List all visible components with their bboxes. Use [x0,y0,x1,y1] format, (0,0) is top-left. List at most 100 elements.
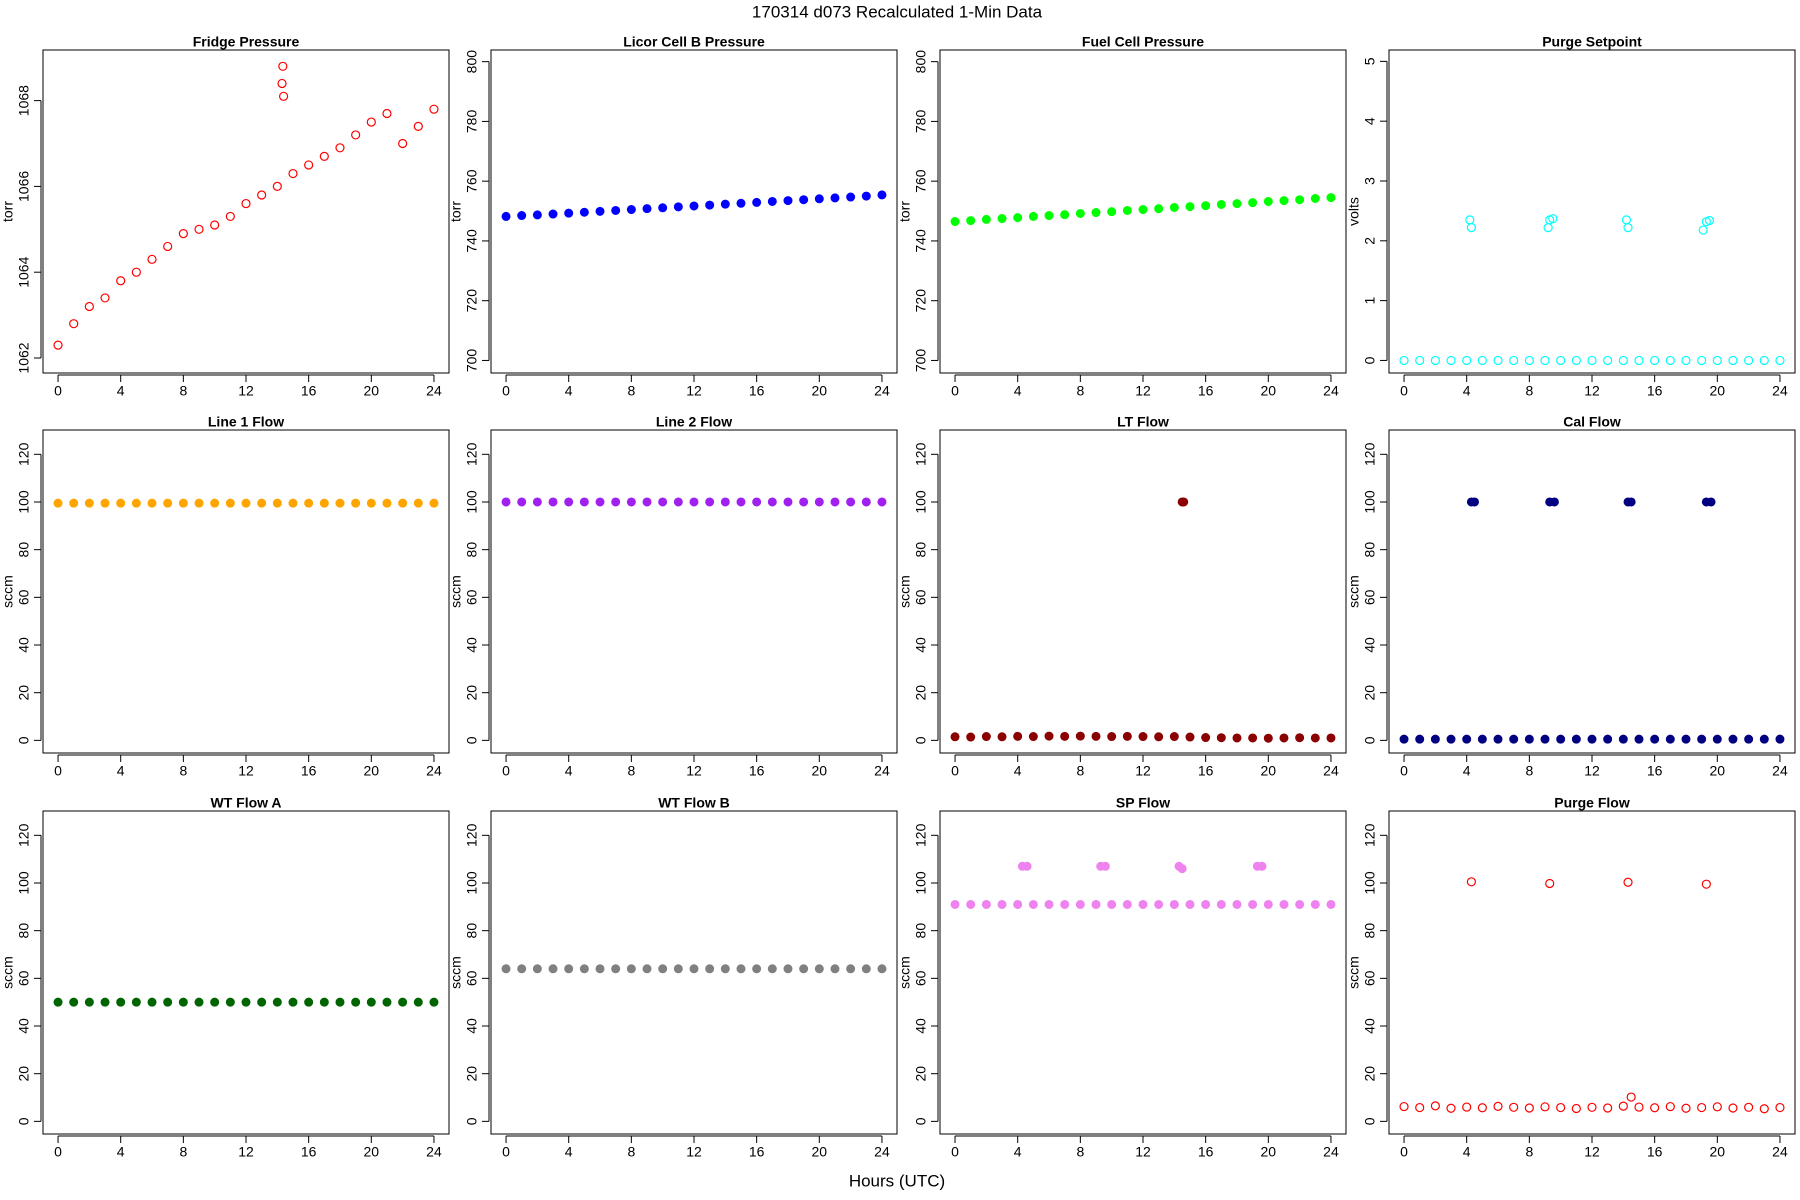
point [1493,355,1503,366]
point [351,997,361,1007]
point [830,497,840,507]
point [611,205,621,215]
point [1263,196,1273,206]
point [1462,734,1472,744]
y-tick-label: 0 [16,736,32,744]
point [304,498,314,508]
panel-title: WT Flow A [210,795,281,811]
point [1603,355,1613,366]
point [1232,899,1242,909]
point [1326,193,1336,203]
panel: Line 2 Flow sccm 0 4 8 12 16 20 24 0 20 40 60 80 100 12… [448,414,898,779]
x-tick-label: 12 [238,763,254,779]
point [1509,734,1519,744]
y-tick-label: 760 [464,169,480,193]
point [767,196,777,206]
point [1279,196,1289,206]
y-tick-label: 780 [913,110,929,134]
point [579,497,589,507]
x-tick-label: 4 [565,383,573,399]
point [1430,734,1440,744]
y-tick-label: 0 [1362,736,1378,744]
point [752,497,762,507]
x-tick-label: 12 [238,383,254,399]
y-tick-label: 120 [16,823,32,847]
point [1524,355,1534,366]
panel: Fridge Pressure torr 0 4 8 12 16 20 24 1062 1064 10… [0,34,450,399]
x-tick-label: 24 [1772,1144,1788,1160]
panel: WT Flow A sccm 0 4 8 12 16 20 24 0 20 40 60 80 100 120 [0,795,450,1160]
point [1185,202,1195,212]
point [1462,355,1472,366]
point [116,997,126,1007]
x-tick-label: 8 [1076,763,1084,779]
point [877,190,887,200]
point [1556,1102,1566,1113]
point [398,997,408,1007]
point [626,964,636,974]
x-tick-label: 8 [627,383,635,399]
point [1744,734,1754,744]
panel: LT Flow sccm 0 4 8 12 16 20 24 0 20 40 60 80 100 120 [897,414,1347,779]
point [241,198,251,209]
point [658,203,668,213]
point [1704,215,1715,226]
point [1618,355,1628,366]
point [210,997,220,1007]
point [1263,733,1273,743]
y-tick-label: 700 [913,349,929,373]
point [1430,1101,1440,1111]
point [1587,734,1597,744]
point [1295,195,1305,205]
y-tick-label: 60 [1362,970,1378,986]
point [1326,899,1336,909]
y-tick-label: 60 [1362,589,1378,605]
point [84,301,94,312]
point [1154,899,1164,909]
point [1248,733,1258,743]
y-tick-label: 1062 [16,342,32,373]
plot-frame [939,810,1347,1135]
point [1091,208,1101,218]
point [210,498,220,508]
point [981,732,991,742]
panel-title: Line 1 Flow [208,414,284,430]
panel: Line 1 Flow sccm 0 4 8 12 16 20 24 0 20 40 60 80 100 12… [0,414,450,779]
point [304,997,314,1007]
point [1430,355,1440,366]
point [846,192,856,202]
y-tick-label: 120 [464,823,480,847]
y-tick-label: 120 [913,823,929,847]
point [272,498,282,508]
y-tick-label: 1066 [16,171,32,202]
point [1701,879,1711,889]
point [288,498,298,508]
point [752,964,762,974]
point [1681,734,1691,744]
point [501,211,511,221]
x-tick-label: 24 [1323,763,1339,779]
point [1075,208,1085,218]
y-tick-label: 800 [464,50,480,74]
y-tick-label: 120 [913,442,929,466]
y-tick-label: 0 [913,1117,929,1125]
point [1100,861,1110,871]
point [1728,1103,1738,1113]
point [1665,1101,1675,1112]
point [1446,1103,1456,1113]
panel: Purge Flow sccm 0 4 8 12 16 20 24 0 20 40 60 80 100 120 [1346,795,1796,1160]
point [288,997,298,1007]
point [69,498,79,508]
point [814,497,824,507]
point [194,224,204,234]
point [53,997,63,1007]
point [517,211,527,221]
x-tick-label: 16 [1198,763,1214,779]
x-tick-label: 20 [812,383,828,399]
y-tick-label: 5 [1362,57,1378,65]
point [611,964,621,974]
point [1013,213,1023,223]
point [147,254,157,264]
point [1263,899,1273,909]
point [736,198,746,208]
